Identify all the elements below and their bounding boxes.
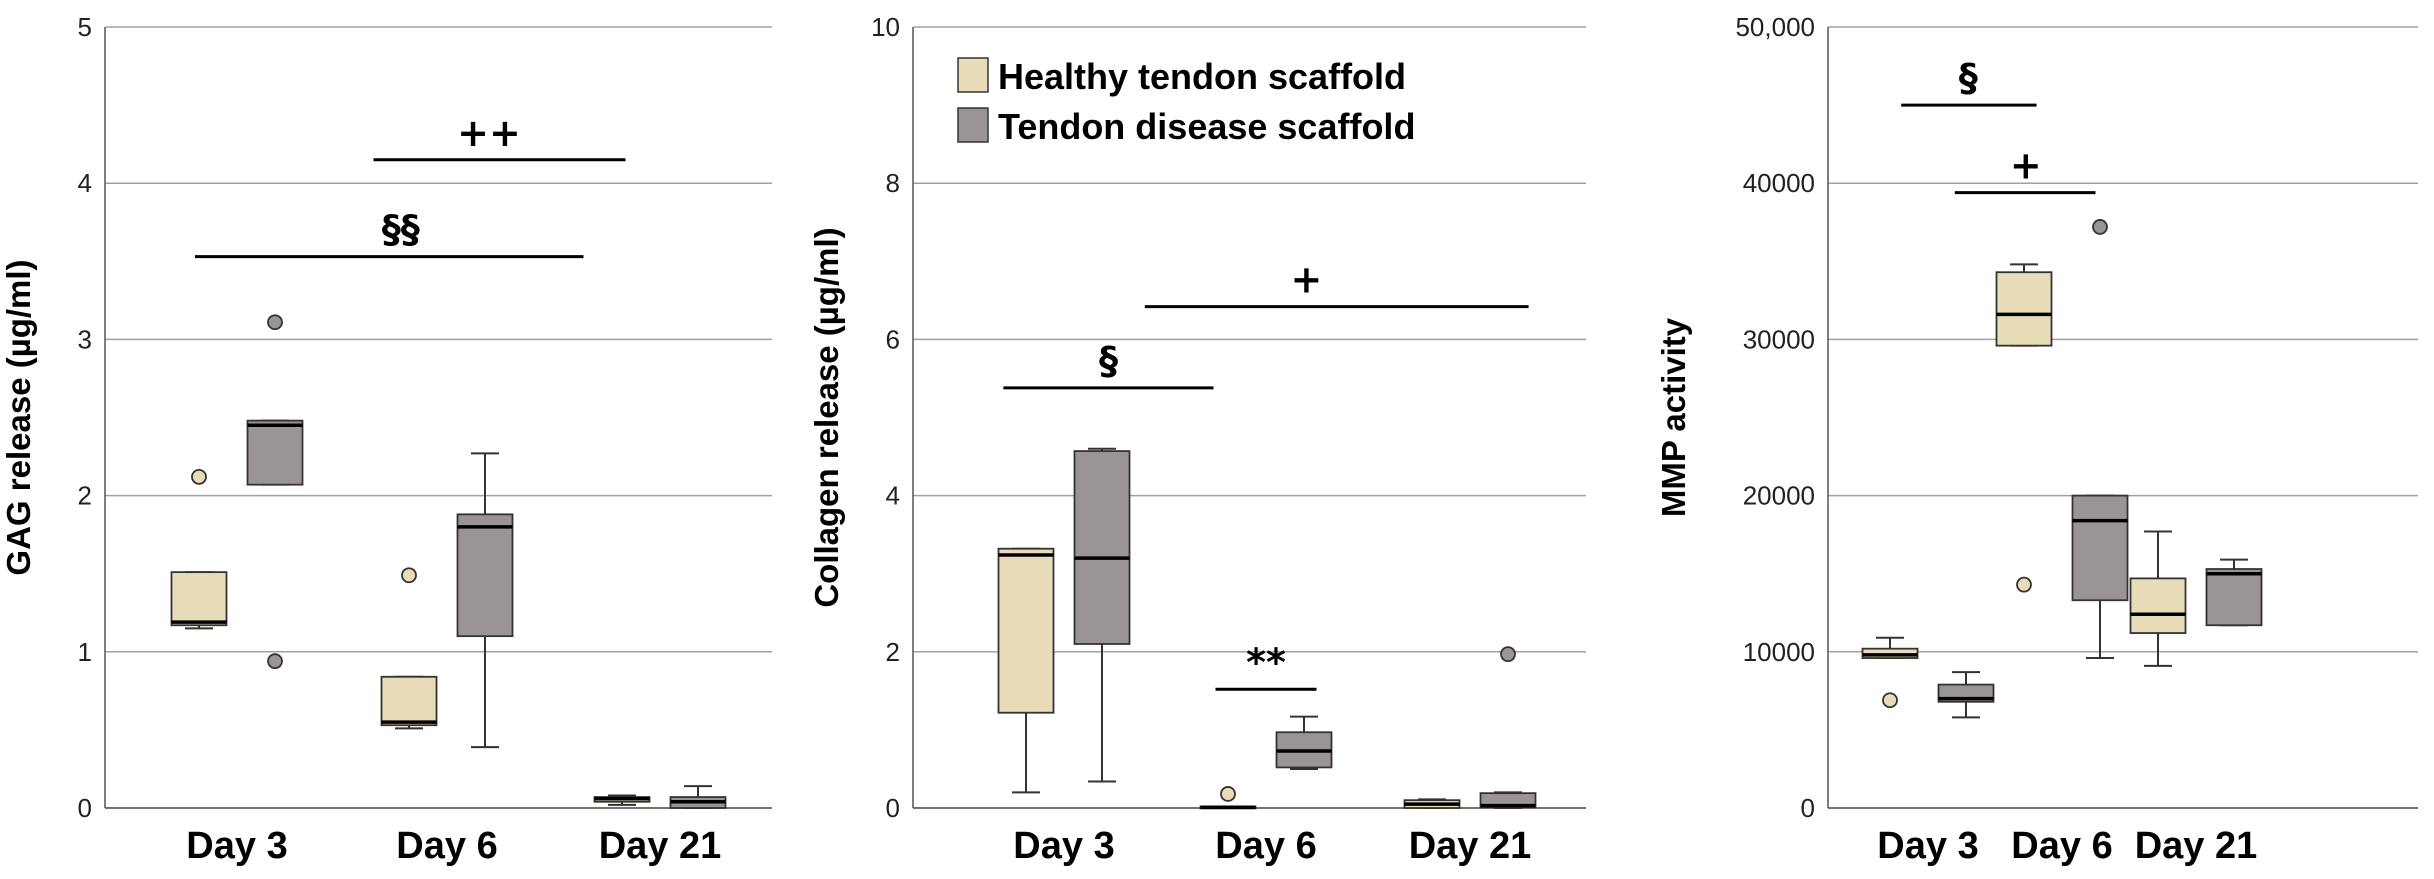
y-tick-label: 0 — [1801, 793, 1815, 823]
y-tick-label: 10 — [871, 12, 900, 42]
legend-swatch-disease — [957, 107, 989, 143]
outlier-point — [1882, 692, 1898, 709]
legend-label-disease: Tendon disease scaffold — [998, 106, 1415, 147]
box-body — [2205, 568, 2263, 627]
outlier-point — [267, 653, 283, 670]
box-disease — [1275, 715, 1333, 770]
significance-label: § — [1099, 339, 1118, 383]
significance-label: ** — [1246, 640, 1286, 684]
box-healthy — [2129, 530, 2187, 667]
box-disease — [1937, 671, 1995, 719]
box-disease — [1479, 646, 1537, 809]
x-category-label: Day 21 — [2135, 825, 2258, 867]
y-tick-label: 40000 — [1743, 168, 1815, 198]
box-disease — [669, 785, 727, 809]
y-tick-label: 3 — [78, 324, 92, 354]
panel-mmp-activity: 0 10000 20000 30000 40000 50,000 MMP activity D… — [1655, 12, 2418, 867]
box-healthy — [1995, 263, 2053, 593]
y-tick-label: 4 — [886, 481, 900, 511]
significance-label: + — [2010, 144, 2042, 188]
x-category-label: Day 6 — [396, 825, 497, 867]
significance-label: ++ — [457, 111, 521, 155]
panel-gag-release: 0 1 2 3 4 5 GAG release (µg/ml) Day 3 Day 6 Day 2… — [0, 12, 772, 867]
box-disease — [1073, 447, 1131, 783]
box-body — [2071, 494, 2129, 602]
box-body — [2129, 577, 2187, 634]
outlier-point — [267, 314, 283, 331]
significance-label: §§ — [382, 208, 420, 252]
y-tick-label: 2 — [78, 481, 92, 511]
y-tick-label: 0 — [886, 793, 900, 823]
box-healthy — [170, 468, 228, 630]
y-tick-label: 30000 — [1743, 324, 1815, 354]
outlier-point — [1220, 786, 1236, 802]
box-healthy — [1861, 636, 1919, 709]
panel-collagen-release: 0 2 4 6 8 10 Collagen release (µg/ml) Day 3 Day … — [808, 12, 1586, 867]
box-healthy — [1199, 786, 1257, 810]
x-category-label: Day 6 — [1215, 825, 1316, 867]
y-tick-label: 2 — [886, 637, 900, 667]
x-category-label: Day 3 — [1013, 825, 1114, 867]
box-body — [380, 675, 438, 727]
box-disease — [2205, 558, 2263, 627]
outlier-point — [401, 567, 417, 584]
legend: Healthy tendon scaffold Tendon disease s… — [957, 56, 1415, 147]
box-healthy — [380, 567, 438, 730]
outlier-point — [2016, 576, 2032, 593]
box-body — [997, 547, 1055, 714]
box-healthy — [1403, 798, 1461, 809]
y-tick-label: 1 — [78, 637, 92, 667]
y-axis-label: MMP activity — [1655, 317, 1692, 517]
y-tick-label: 10000 — [1743, 637, 1815, 667]
y-tick-label: 0 — [78, 793, 92, 823]
box-body — [170, 571, 228, 627]
box-disease — [456, 452, 514, 749]
x-category-label: Day 21 — [1409, 825, 1532, 867]
x-category-label: Day 21 — [599, 825, 722, 867]
x-category-label: Day 3 — [1877, 825, 1978, 867]
y-axis-label: Collagen release (µg/ml) — [808, 227, 845, 607]
y-axis-label: GAG release (µg/ml) — [0, 259, 37, 575]
legend-label-healthy: Healthy tendon scaffold — [998, 56, 1406, 97]
significance-label: + — [1290, 258, 1322, 302]
outlier-point — [2092, 219, 2108, 235]
outlier-point — [191, 468, 207, 485]
y-tick-label: 6 — [886, 324, 900, 354]
y-tick-label: 8 — [886, 168, 900, 198]
box-healthy — [593, 794, 651, 806]
box-disease — [2071, 219, 2129, 660]
legend-swatch-healthy — [957, 57, 989, 93]
y-tick-label: 20000 — [1743, 481, 1815, 511]
outlier-point — [1500, 646, 1516, 663]
box-healthy — [997, 547, 1055, 794]
y-tick-label: 5 — [78, 12, 92, 42]
box-body — [456, 513, 514, 638]
box-body — [246, 419, 304, 486]
box-disease — [246, 314, 304, 670]
x-category-label: Day 3 — [186, 825, 287, 867]
significance-label: § — [1959, 56, 1978, 100]
box-body — [1995, 271, 2053, 347]
y-tick-label: 50,000 — [1735, 12, 1815, 42]
box-body — [1073, 450, 1131, 645]
x-category-label: Day 6 — [2011, 825, 2112, 867]
y-tick-label: 4 — [78, 168, 92, 198]
